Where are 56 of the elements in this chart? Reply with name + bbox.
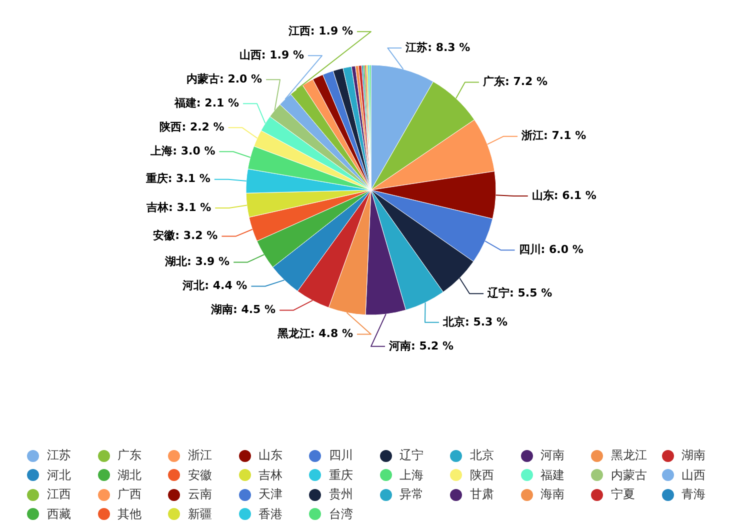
legend-label: 广东	[118, 447, 142, 464]
data-label: 黑龙江: 4.8 %	[276, 327, 353, 340]
data-label: 内蒙古: 2.0 %	[186, 72, 262, 86]
data-label: 山西: 1.9 %	[239, 48, 304, 62]
data-label: 山东: 6.1 %	[532, 188, 596, 202]
data-label: 河北: 4.4 %	[182, 279, 248, 292]
data-label: 北京: 5.3 %	[442, 315, 508, 328]
data-label: 上海: 3.0 %	[150, 144, 216, 158]
data-label: 安徽: 3.2 %	[153, 229, 218, 242]
data-label: 江西: 1.9 %	[287, 24, 353, 38]
legend-label: 湖北	[118, 466, 142, 484]
legend-label: 天津	[258, 486, 282, 504]
legend-label: 山西	[682, 466, 706, 484]
legend-label: 青海	[682, 486, 706, 504]
data-label: 河南: 5.2 %	[388, 339, 454, 352]
legend-label: 香港	[258, 506, 282, 523]
legend-label: 贵州	[329, 486, 353, 504]
legend-label: 湖南	[682, 447, 706, 464]
legend-label: 黑龙江	[611, 447, 647, 464]
data-label: 浙江: 7.1 %	[520, 129, 586, 142]
legend-label: 上海	[400, 466, 424, 484]
data-label: 陕西: 2.2 %	[160, 120, 224, 134]
legend-label: 其他	[118, 506, 142, 523]
data-label: 四川: 6.0 %	[518, 242, 584, 256]
data-label: 湖南: 4.5 %	[210, 303, 276, 316]
legend-label: 北京	[470, 447, 494, 464]
data-label: 湖北: 3.9 %	[164, 255, 230, 268]
data-label: 江苏: 8.3 %	[404, 40, 470, 54]
legend-label: 新疆	[188, 506, 212, 523]
legend-label: 辽宁	[400, 447, 424, 464]
legend-label: 台湾	[329, 506, 353, 523]
data-label: 重庆: 3.1 %	[144, 172, 210, 186]
legend-label: 福建	[540, 466, 564, 484]
legend-label: 异常	[400, 486, 424, 504]
data-label: 辽宁: 5.5 %	[486, 286, 552, 300]
legend-label: 安徽	[188, 466, 212, 484]
legend-label: 江西	[47, 486, 71, 504]
legend-label: 浙江	[188, 447, 212, 464]
legend-label: 吉林	[258, 466, 282, 484]
legend-label: 河南	[540, 447, 564, 464]
legend-label: 广西	[118, 486, 142, 504]
data-label: 吉林: 3.1 %	[146, 200, 212, 214]
data-label: 广东: 7.2 %	[482, 75, 548, 88]
legend-label: 甘肃	[470, 486, 494, 504]
legend-label: 山东	[258, 447, 282, 464]
legend-label: 河北	[47, 466, 71, 484]
data-label: 福建: 2.1 %	[173, 96, 240, 110]
legend-label: 江苏	[47, 447, 71, 464]
legend-label: 云南	[188, 486, 212, 504]
legend-label: 重庆	[329, 466, 353, 484]
legend-label: 西藏	[47, 506, 71, 523]
legend-label: 海南	[540, 486, 564, 504]
legend-label: 内蒙古	[611, 466, 647, 484]
legend-label: 四川	[329, 447, 353, 464]
legend-label: 陕西	[470, 466, 494, 484]
legend-label: 宁夏	[611, 486, 635, 504]
